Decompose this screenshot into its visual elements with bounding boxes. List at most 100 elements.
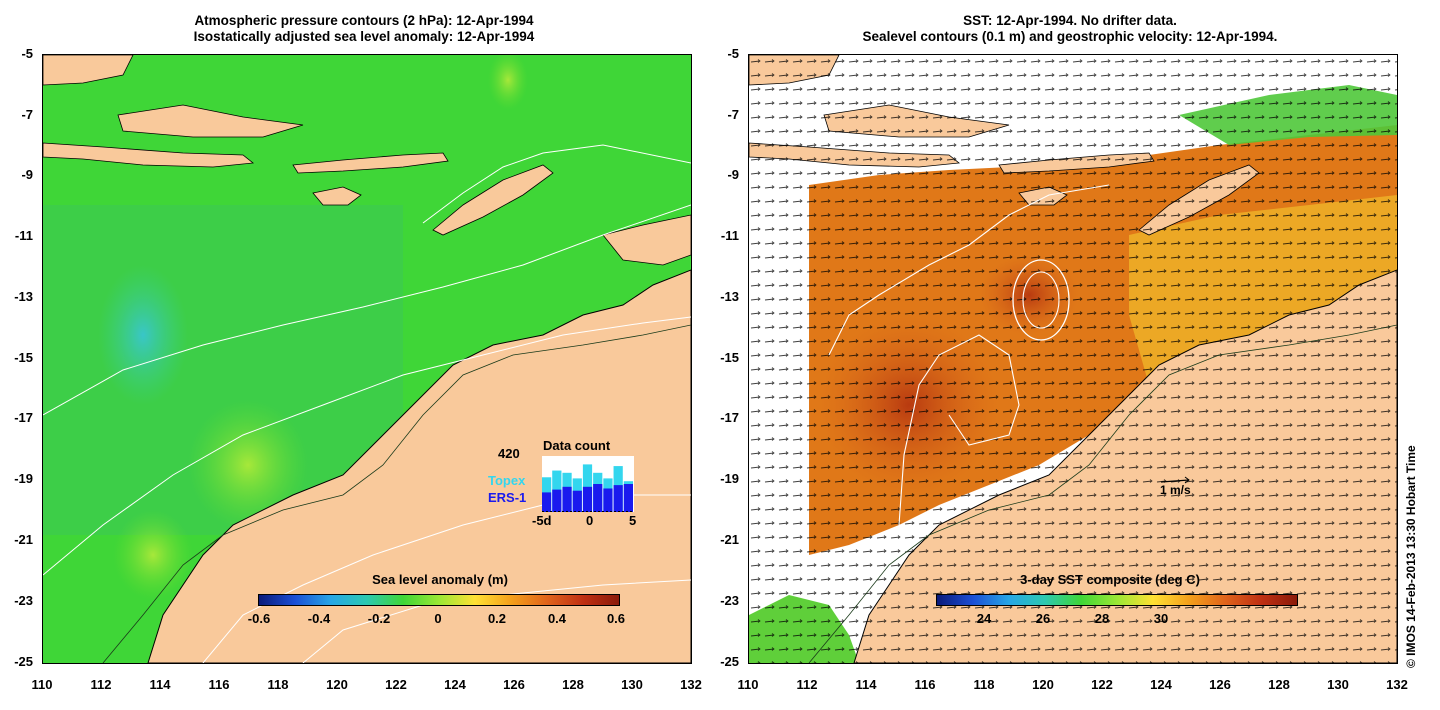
right-x-tick: 114 (855, 677, 877, 692)
left-x-tick: 126 (503, 677, 525, 692)
sumba-island (312, 186, 362, 206)
copyright-notice: © IMOS 14-Feb-2013 13:30 Hobart Time (1404, 445, 1418, 668)
velocity-scale-label: 1 m/s (1160, 483, 1191, 497)
left-x-tick: 120 (326, 677, 348, 692)
left-y-tick: -25 (14, 654, 33, 669)
ers1-count-bar (582, 486, 593, 512)
right-x-tick: 130 (1327, 677, 1349, 692)
left-x-tick: 118 (267, 677, 289, 692)
northern-coast-land (117, 104, 304, 138)
right-y-tick: -11 (720, 228, 739, 243)
pressure-contour-2 (43, 316, 691, 576)
right-x-tick: 112 (796, 677, 818, 692)
positive-anomaly-blob (188, 400, 308, 530)
ers1-count-bar (572, 490, 582, 512)
pressure-contour-1 (43, 204, 691, 416)
left-colorbar-tick: 0.6 (606, 611, 626, 626)
left-y-tick: -23 (14, 593, 33, 608)
left-title-line1: Atmospheric pressure contours (2 hPa): 1… (194, 13, 534, 28)
right-title-line1: SST: 12-Apr-1994. No drifter data. (963, 13, 1177, 28)
right-x-tick: 126 (1209, 677, 1231, 692)
right-y-tick: -25 (720, 654, 739, 669)
positive-anomaly-blob-3 (488, 55, 528, 110)
right-x-tick: 118 (973, 677, 995, 692)
left-colorbar-tick: -0.2 (367, 611, 391, 626)
sst-colorbar (936, 594, 1298, 606)
flores-island (292, 152, 449, 174)
left-x-tick: 112 (90, 677, 112, 692)
data-count-x-tick: -5d (532, 513, 552, 528)
positive-anomaly-blob-2 (113, 510, 193, 600)
left-x-tick: 114 (149, 677, 171, 692)
left-colorbar-tick: -0.6 (247, 611, 271, 626)
ers1-count-bar (542, 492, 552, 512)
right-y-tick: -5 (727, 46, 739, 61)
left-colorbar-tick: -0.4 (307, 611, 331, 626)
right-x-tick: 132 (1386, 677, 1408, 692)
java-island (43, 142, 255, 168)
sea-level-anomaly-map (43, 55, 691, 663)
right-colorbar-tick: 30 (1153, 611, 1169, 626)
left-x-tick: 110 (31, 677, 53, 692)
data-count-max: 420 (498, 446, 520, 461)
right-colorbar-tick: 26 (1035, 611, 1051, 626)
right-x-tick: 116 (914, 677, 936, 692)
right-y-tick: -13 (720, 289, 739, 304)
right-y-tick: -15 (720, 350, 739, 365)
sulawesi-island (43, 55, 134, 86)
negative-anomaly-blob (98, 265, 188, 405)
right-x-tick: 120 (1032, 677, 1054, 692)
left-x-tick: 130 (621, 677, 643, 692)
ers1-count-bar (562, 486, 572, 512)
left-y-tick: -11 (14, 228, 33, 243)
left-y-tick: -17 (14, 410, 33, 425)
left-title-line2: Isostatically adjusted sea level anomaly… (193, 29, 535, 44)
data-count-title: Data count (543, 438, 611, 453)
timor-island (432, 164, 554, 236)
left-map-title: Atmospheric pressure contours (2 hPa): 1… (34, 13, 694, 45)
sst-map (749, 55, 1397, 663)
right-x-tick: 128 (1268, 677, 1290, 692)
right-y-tick: -21 (720, 532, 739, 547)
ers1-count-bar (603, 488, 613, 512)
right-y-tick: -7 (727, 107, 739, 122)
right-y-tick: -17 (720, 410, 739, 425)
left-y-tick: -21 (14, 532, 33, 547)
geostrophic-velocity-arrows (749, 55, 1397, 663)
arnhem-land (602, 214, 691, 266)
left-y-tick: -15 (14, 350, 33, 365)
ers1-count-bar (593, 484, 603, 512)
right-map-panel (748, 54, 1398, 664)
data-count-x-tick: 0 (586, 513, 594, 528)
right-x-tick: 124 (1150, 677, 1172, 692)
left-y-tick: -7 (21, 107, 33, 122)
pressure-contour-3 (422, 144, 691, 224)
right-y-tick: -23 (720, 593, 739, 608)
left-y-tick: -9 (21, 167, 33, 182)
sea-level-contour-eddy-inner (1022, 271, 1060, 329)
left-x-tick: 122 (385, 677, 407, 692)
ers1-count-bar (623, 484, 633, 512)
sea-level-colorbar (258, 594, 620, 606)
bathymetry-contour (102, 324, 691, 663)
left-colorbar-tick: 0.4 (547, 611, 567, 626)
data-count-chart (542, 456, 634, 512)
sea-level-contour-eddy (1012, 259, 1070, 341)
left-y-tick: -5 (21, 46, 33, 61)
right-y-tick: -19 (720, 471, 739, 486)
ers1-count-bar (613, 485, 623, 512)
ers1-label: ERS-1 (488, 490, 527, 505)
left-x-tick: 132 (680, 677, 702, 692)
left-colorbar-title: Sea level anomaly (m) (372, 572, 508, 587)
topex-label: Topex (488, 473, 526, 488)
left-x-tick: 128 (562, 677, 584, 692)
data-count-x-tick: 5 (629, 513, 637, 528)
left-colorbar-tick: 0.2 (487, 611, 507, 626)
right-colorbar-title: 3-day SST composite (deg C) (1020, 572, 1200, 587)
left-y-tick: -13 (14, 289, 33, 304)
right-x-tick: 110 (737, 677, 759, 692)
right-title-line2: Sealevel contours (0.1 m) and geostrophi… (862, 29, 1278, 44)
sea-level-contour-2 (828, 184, 1110, 356)
bathymetry-contour-right (808, 324, 1397, 663)
right-colorbar-tick: 28 (1094, 611, 1110, 626)
